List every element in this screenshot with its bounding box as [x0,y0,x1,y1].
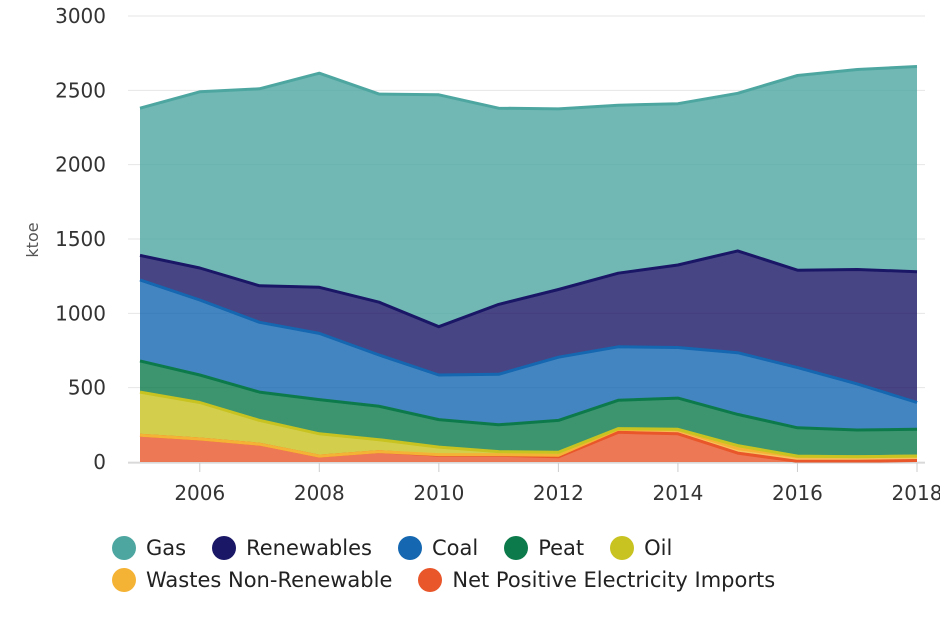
legend-label: Renewables [246,536,372,560]
y-tick-label: 0 [93,450,106,474]
legend-item-net-positive-electricity-imports[interactable]: Net Positive Electricity Imports [418,568,775,592]
area-series-group [140,66,917,462]
area-oil [140,392,917,457]
legend-swatch [504,536,529,560]
x-tick-label: 2006 [174,481,225,505]
line-peat [139,359,918,432]
legend-label: Wastes Non-Renewable [146,568,393,592]
area-net-positive-electricity-imports [140,432,917,462]
y-axis: 0 500 1000 1500 2000 2500 3000 [55,4,106,474]
legend-swatch [112,536,136,560]
x-tick-label: 2008 [294,481,345,505]
legend-label: Coal [431,536,479,560]
legend-label: Peat [538,536,585,560]
line-gas [139,65,918,111]
legend-row: Wastes Non-Renewable Net Positive Electri… [112,565,912,595]
area-renewables [140,250,917,403]
x-tick-label: 2012 [533,481,584,505]
legend-swatch [212,536,237,560]
legend-item-gas[interactable]: Gas [112,536,186,560]
legend-item-coal[interactable]: Coal [397,536,479,560]
legend-item-oil[interactable]: Oil [610,536,672,560]
line-coal [139,278,918,404]
legend-item-peat[interactable]: Peat [504,536,584,560]
y-axis-title: ktoe [23,222,42,257]
legend-label: Net Positive Electricity Imports [452,568,776,592]
x-tick-label: 2010 [413,481,464,505]
line-renewables [139,249,918,329]
area-coal [140,279,917,430]
legend-swatch [397,536,422,560]
x-axis: 2006 2008 2010 2012 2014 2016 2018 [128,462,940,505]
legend-swatch [418,568,443,592]
area-peat [140,360,917,457]
x-tick-label: 2016 [772,481,823,505]
series-lines-group [139,65,918,463]
y-tick-label: 3000 [55,4,106,28]
y-tick-label: 1500 [55,227,106,251]
legend: Gas Renewables Coal Peat Oil Wastes Non-Rene… [112,533,912,597]
y-tick-label: 500 [68,376,106,400]
y-tick-label: 2000 [55,153,106,177]
line-oil [139,390,918,459]
legend-item-renewables[interactable]: Renewables [212,536,372,560]
y-tick-label: 1000 [55,301,106,325]
x-tick-label: 2018 [892,481,940,505]
legend-swatch [112,568,136,592]
legend-label: Oil [644,536,673,560]
area-gas [140,66,917,327]
legend-row: Gas Renewables Coal Peat Oil [112,533,912,563]
x-tick-label: 2014 [652,481,703,505]
y-tick-label: 2500 [55,78,106,102]
legend-swatch [610,536,635,560]
legend-item-wastes-non-renewable[interactable]: Wastes Non-Renewable [112,568,392,592]
legend-label: Gas [146,536,187,560]
